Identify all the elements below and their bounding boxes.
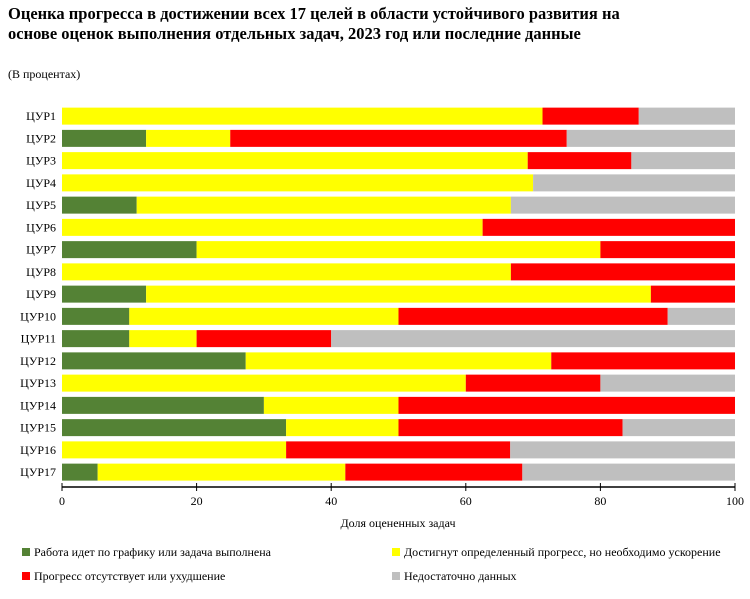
y-tick-label: ЦУР10 (20, 309, 56, 323)
legend: Работа идет по графику или задача выполн… (22, 545, 721, 583)
x-axis-label: Доля оцененных задач (341, 516, 456, 530)
y-tick-label: ЦУР4 (26, 176, 56, 190)
chart-title: Оценка прогресса в достижении всех 17 це… (8, 4, 620, 43)
bar-segment-ЦУР6-series-2 (62, 218, 483, 236)
bar-segment-ЦУР16-series-2 (62, 441, 287, 459)
bar-segment-ЦУР14-series-1 (62, 396, 264, 414)
bar-segment-ЦУР10-series-1 (62, 307, 130, 325)
bar-segment-ЦУР12-series-3 (551, 352, 735, 370)
bar-segment-ЦУР17-series-4 (522, 463, 735, 481)
bar-segment-ЦУР13-series-3 (465, 374, 601, 392)
bar-segment-ЦУР16-series-4 (510, 441, 735, 459)
bar-segment-ЦУР7-series-2 (196, 241, 601, 259)
y-tick-label: ЦУР17 (20, 465, 56, 479)
y-tick-label: ЦУР5 (26, 198, 56, 212)
bar-segment-ЦУР9-series-3 (650, 285, 735, 303)
bar-segment-ЦУР9-series-1 (62, 285, 147, 303)
bar-segment-ЦУР1-series-2 (62, 107, 543, 125)
bar-segment-ЦУР2-series-1 (62, 129, 147, 147)
x-tick-label: 100 (726, 494, 744, 508)
bar-segment-ЦУР15-series-4 (622, 419, 735, 437)
x-tick-label: 20 (191, 494, 203, 508)
legend-label: Работа идет по графику или задача выполн… (34, 545, 272, 559)
bar-segment-ЦУР11-series-2 (129, 330, 197, 348)
bar-segment-ЦУР3-series-3 (527, 152, 632, 170)
bar-segment-ЦУР1-series-4 (638, 107, 735, 125)
bar-segment-ЦУР10-series-2 (129, 307, 399, 325)
bar-segment-ЦУР10-series-3 (398, 307, 668, 325)
bar-segment-ЦУР1-series-3 (542, 107, 639, 125)
bar-segment-ЦУР12-series-2 (245, 352, 552, 370)
legend-swatch (22, 548, 30, 556)
legend-swatch (22, 572, 30, 580)
x-tick-label: 0 (59, 494, 65, 508)
x-axis-ticks: 0 20 40 60 80 100 (59, 483, 744, 508)
bar-segment-ЦУР2-series-2 (146, 129, 231, 147)
legend-swatch (392, 572, 400, 580)
legend-label: Достигнут определенный прогресс, но необ… (404, 545, 721, 559)
bar-segment-ЦУР7-series-1 (62, 241, 197, 259)
bar-segment-ЦУР3-series-2 (62, 152, 528, 170)
chart-subtitle: (В процентах) (8, 67, 81, 81)
y-tick-label: ЦУР14 (20, 398, 56, 412)
bar-segment-ЦУР17-series-2 (97, 463, 346, 481)
y-tick-label: ЦУР11 (21, 332, 56, 346)
y-tick-label: ЦУР2 (26, 131, 56, 145)
bar-segment-ЦУР6-series-3 (482, 218, 735, 236)
bar-segment-ЦУР15-series-1 (62, 419, 287, 437)
bar-segment-ЦУР2-series-4 (566, 129, 735, 147)
y-tick-label: ЦУР6 (26, 220, 56, 234)
bar-segment-ЦУР14-series-2 (263, 396, 399, 414)
bar-segment-ЦУР12-series-1 (62, 352, 246, 370)
bar-segment-ЦУР13-series-4 (600, 374, 735, 392)
y-tick-label: ЦУР9 (26, 287, 56, 301)
bar-segment-ЦУР5-series-2 (136, 196, 511, 214)
bar-segment-ЦУР17-series-1 (62, 463, 98, 481)
legend-label: Недостаточно данных (404, 569, 517, 583)
bar-segment-ЦУР13-series-2 (62, 374, 466, 392)
bar-segment-ЦУР2-series-3 (230, 129, 567, 147)
bar-segment-ЦУР11-series-4 (331, 330, 735, 348)
bar-segment-ЦУР11-series-3 (196, 330, 332, 348)
y-tick-label: ЦУР1 (26, 109, 56, 123)
x-tick-label: 40 (325, 494, 337, 508)
x-tick-label: 60 (460, 494, 472, 508)
bar-segment-ЦУР5-series-1 (62, 196, 137, 214)
legend-swatch (392, 548, 400, 556)
bar-segment-ЦУР3-series-4 (631, 152, 735, 170)
bar-segment-ЦУР10-series-4 (667, 307, 735, 325)
bar-segment-ЦУР14-series-3 (398, 396, 735, 414)
bar-segment-ЦУР4-series-2 (62, 174, 534, 192)
bar-segment-ЦУР16-series-3 (286, 441, 511, 459)
bar-segment-ЦУР5-series-4 (510, 196, 735, 214)
y-tick-label: ЦУР7 (26, 243, 56, 257)
bars-group (62, 107, 735, 481)
x-tick-label: 80 (594, 494, 606, 508)
y-tick-label: ЦУР12 (20, 354, 56, 368)
y-axis-labels: ЦУР1 ЦУР2 ЦУР3 ЦУР4 ЦУР5 ЦУР6 ЦУР7 ЦУР8 ЦУР9 ЦУР1… (20, 109, 56, 479)
bar-segment-ЦУР15-series-2 (286, 419, 399, 437)
bar-segment-ЦУР17-series-3 (345, 463, 523, 481)
y-tick-label: ЦУР3 (26, 154, 56, 168)
bar-segment-ЦУР8-series-3 (510, 263, 735, 281)
legend-label: Прогресс отсутствует или ухудшение (34, 569, 225, 583)
bar-segment-ЦУР4-series-4 (533, 174, 735, 192)
y-tick-label: ЦУР13 (20, 376, 56, 390)
y-tick-label: ЦУР8 (26, 265, 56, 279)
bar-segment-ЦУР8-series-2 (62, 263, 511, 281)
bar-segment-ЦУР7-series-3 (600, 241, 735, 259)
bar-segment-ЦУР11-series-1 (62, 330, 130, 348)
y-tick-label: ЦУР15 (20, 421, 56, 435)
y-tick-label: ЦУР16 (20, 443, 56, 457)
bar-segment-ЦУР9-series-2 (146, 285, 651, 303)
bar-segment-ЦУР15-series-3 (398, 419, 623, 437)
